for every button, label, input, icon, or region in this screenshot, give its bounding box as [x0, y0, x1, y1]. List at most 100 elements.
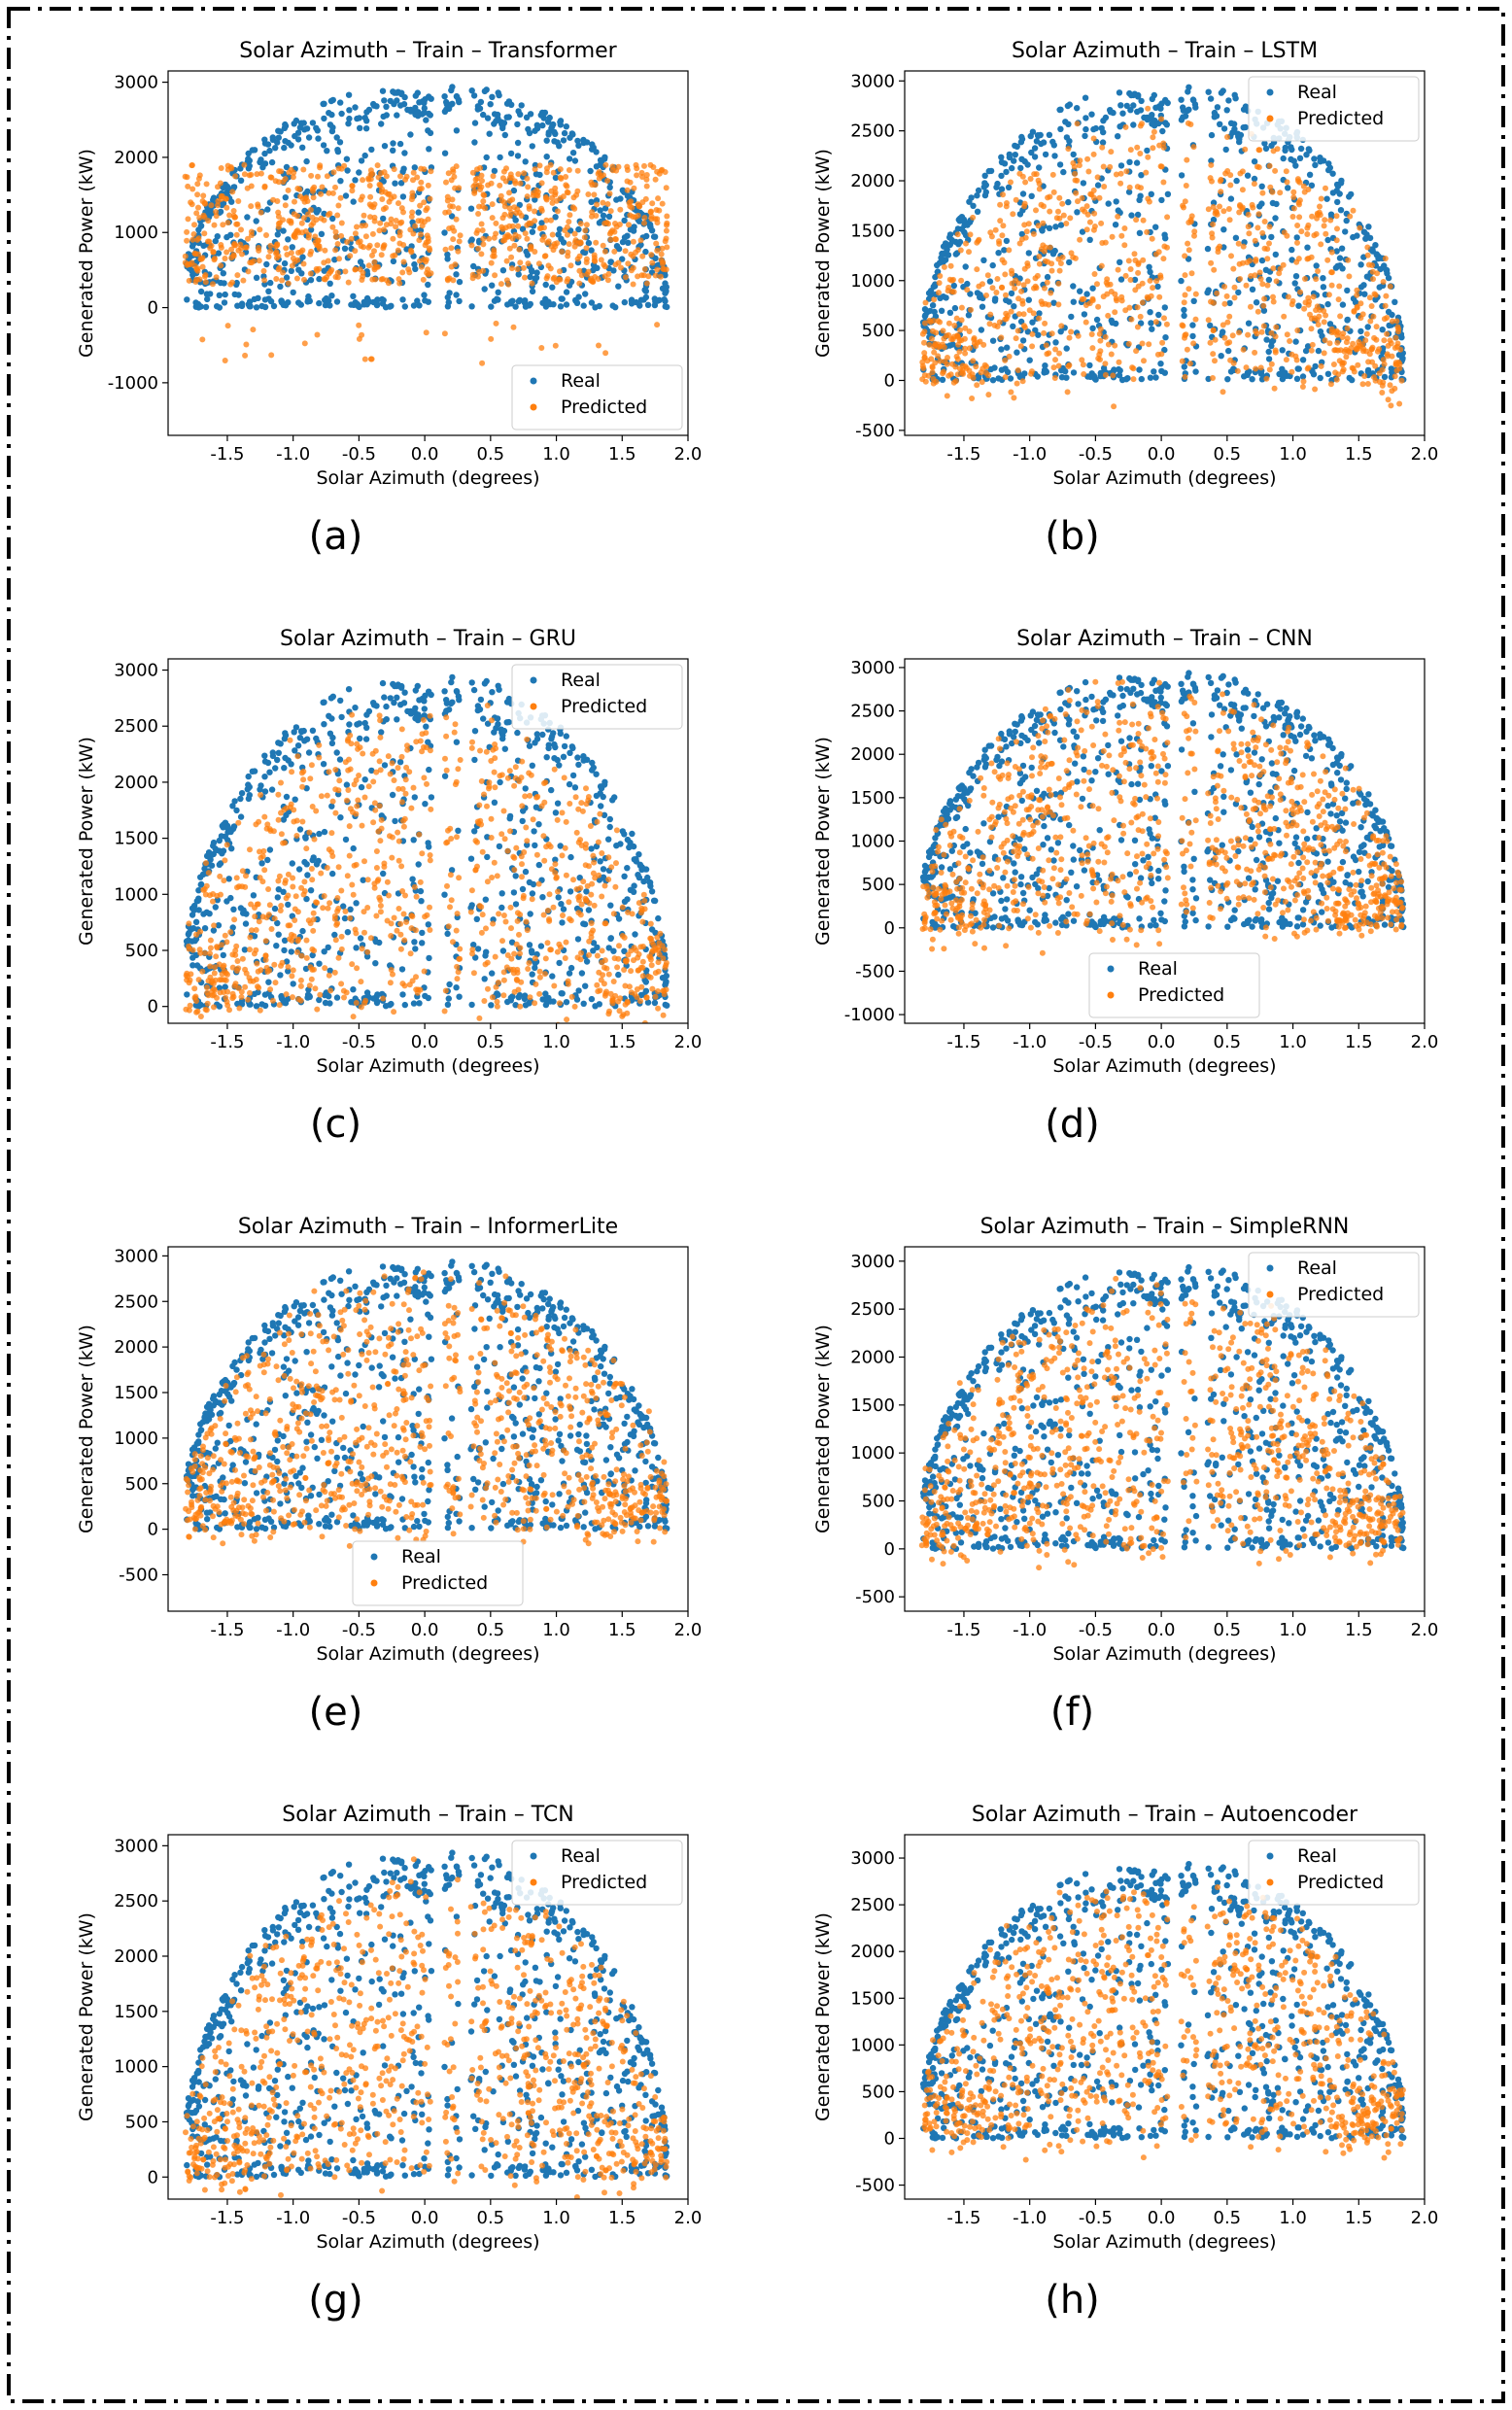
real-point: [453, 984, 460, 991]
real-point: [956, 238, 964, 246]
predicted-point: [954, 231, 961, 238]
y-axis-label: Generated Power (kW): [812, 149, 834, 358]
real-point: [253, 304, 260, 311]
predicted-point: [1041, 203, 1047, 210]
real-point: [1025, 296, 1032, 303]
real-point: [539, 894, 546, 901]
predicted-point: [273, 276, 280, 282]
real-point: [1029, 128, 1037, 135]
real-point: [282, 302, 290, 309]
predicted-point: [1082, 208, 1088, 215]
x-tick-label: 1.0: [542, 444, 570, 465]
predicted-point: [1318, 362, 1324, 369]
predicted-point: [1160, 140, 1167, 147]
predicted-point: [1372, 377, 1379, 384]
real-point: [401, 1001, 408, 1009]
real-point: [946, 231, 954, 238]
predicted-point: [519, 758, 526, 765]
predicted-point: [1308, 347, 1315, 354]
predicted-point: [242, 244, 249, 251]
predicted-point: [573, 191, 580, 198]
real-point: [401, 303, 408, 310]
real-point: [264, 856, 271, 864]
predicted-point: [1300, 183, 1307, 189]
real-point: [1116, 365, 1122, 373]
chart-title: Solar Azimuth – Train – Transformer: [239, 39, 617, 63]
real-point: [343, 781, 351, 788]
real-point: [1011, 303, 1017, 310]
predicted-point: [252, 913, 258, 920]
predicted-point: [1256, 147, 1263, 154]
predicted-point: [1181, 299, 1187, 306]
x-tick-label: 2.0: [1411, 444, 1439, 465]
real-point: [1107, 107, 1114, 114]
predicted-point: [188, 199, 194, 206]
predicted-point: [424, 780, 430, 787]
predicted-point: [390, 235, 396, 242]
predicted-point: [979, 379, 985, 386]
predicted-point: [983, 293, 989, 298]
predicted-point: [1332, 369, 1339, 376]
predicted-point: [626, 222, 632, 228]
real-point: [526, 129, 533, 137]
x-tick-label: 0.0: [1148, 444, 1176, 465]
real-point: [417, 226, 425, 234]
predicted-point: [195, 204, 201, 211]
real-point: [600, 212, 607, 219]
predicted-point: [390, 971, 395, 978]
predicted-point: [659, 245, 666, 252]
real-point: [283, 274, 291, 281]
predicted-point: [519, 874, 525, 880]
real-point: [273, 943, 280, 949]
predicted-point: [442, 209, 449, 216]
real-point: [253, 1003, 260, 1010]
predicted-point: [516, 931, 522, 938]
real-point: [1005, 184, 1013, 190]
real-point: [1079, 228, 1086, 235]
predicted-point: [941, 263, 947, 270]
predicted-point: [186, 277, 192, 284]
real-point: [563, 301, 570, 308]
real-point: [391, 699, 397, 706]
predicted-point: [1018, 236, 1025, 243]
predicted-point: [470, 970, 477, 977]
real-point: [1012, 142, 1018, 150]
predicted-point: [1184, 346, 1190, 353]
predicted-point: [987, 311, 994, 318]
predicted-point: [1040, 220, 1047, 226]
real-point: [532, 964, 538, 972]
predicted-point: [1015, 295, 1022, 302]
real-point: [1019, 190, 1027, 197]
predicted-point: [418, 231, 424, 238]
predicted-point: [605, 221, 611, 227]
real-point: [1063, 345, 1070, 352]
real-point: [491, 167, 498, 175]
predicted-point: [549, 194, 556, 201]
predicted-point: [661, 266, 668, 272]
real-point: [1130, 102, 1137, 109]
real-point: [1354, 232, 1360, 239]
real-point: [321, 948, 327, 955]
real-point: [1336, 255, 1344, 261]
predicted-point: [211, 257, 218, 263]
real-point: [361, 719, 368, 727]
real-point: [358, 783, 365, 791]
predicted-point: [1266, 224, 1273, 230]
predicted-point: [410, 169, 417, 176]
predicted-point: [639, 958, 646, 965]
real-point: [193, 898, 200, 905]
x-axis-label: Solar Azimuth (degrees): [316, 467, 539, 489]
predicted-point: [1327, 381, 1334, 388]
predicted-point: [582, 227, 589, 234]
predicted-point: [1161, 243, 1168, 250]
predicted-point: [1226, 313, 1233, 320]
real-point: [1178, 172, 1186, 179]
predicted-point: [524, 235, 531, 242]
predicted-point: [242, 983, 249, 990]
predicted-point: [375, 174, 382, 181]
predicted-point: [953, 315, 960, 322]
predicted-point: [630, 281, 636, 288]
predicted-point: [648, 208, 654, 215]
predicted-point: [452, 721, 459, 728]
predicted-point: [218, 165, 224, 171]
